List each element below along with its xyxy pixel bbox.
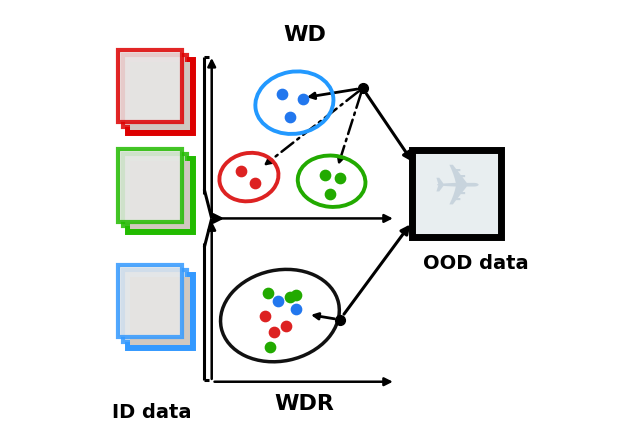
Point [292, 306, 302, 313]
Point [321, 172, 331, 178]
Point [262, 289, 272, 296]
Point [335, 175, 345, 182]
Text: ID data: ID data [112, 403, 192, 422]
Bar [130, 277, 190, 345]
Point [285, 114, 295, 121]
Bar [118, 149, 182, 222]
Bar [118, 265, 182, 337]
Point [235, 167, 245, 174]
Point [285, 294, 295, 300]
Bar [130, 161, 190, 229]
Point [277, 91, 287, 98]
Point [357, 85, 367, 92]
Bar [123, 270, 187, 342]
Point [324, 190, 334, 197]
Bar [128, 275, 192, 347]
Point [335, 316, 345, 323]
Bar [118, 50, 182, 122]
Point [260, 312, 270, 319]
Text: WDR: WDR [275, 394, 335, 414]
Point [292, 291, 302, 298]
Bar [128, 60, 192, 132]
Point [269, 329, 279, 336]
Point [273, 298, 283, 305]
Bar [128, 159, 192, 231]
Point [265, 343, 275, 350]
Bar [123, 154, 187, 227]
Bar [130, 62, 190, 130]
Text: OOD data: OOD data [423, 253, 529, 273]
Text: ✈: ✈ [432, 161, 481, 218]
Point [250, 180, 260, 187]
Point [281, 322, 291, 329]
Bar [123, 55, 187, 127]
Text: WD: WD [284, 25, 326, 45]
Bar [412, 150, 501, 237]
Point [297, 95, 307, 102]
